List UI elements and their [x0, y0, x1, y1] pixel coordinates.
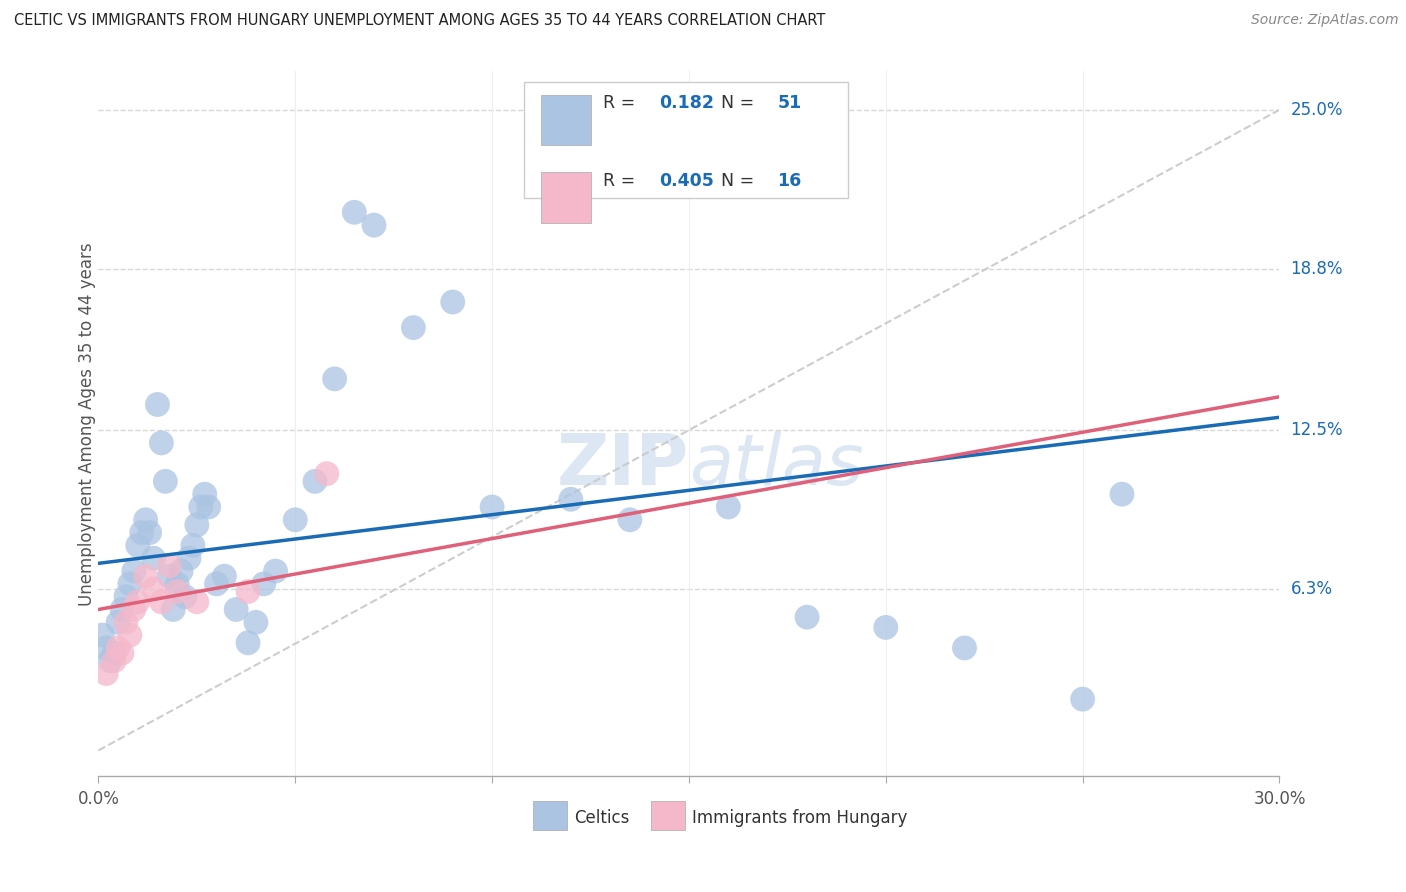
Text: CELTIC VS IMMIGRANTS FROM HUNGARY UNEMPLOYMENT AMONG AGES 35 TO 44 YEARS CORRELA: CELTIC VS IMMIGRANTS FROM HUNGARY UNEMPL…	[14, 13, 825, 29]
Point	[186, 517, 208, 532]
Point	[96, 640, 118, 655]
Point	[264, 564, 287, 578]
Text: Immigrants from Hungary: Immigrants from Hungary	[693, 809, 908, 827]
Point	[343, 205, 366, 219]
Point	[98, 654, 121, 668]
Text: N =: N =	[721, 94, 759, 112]
Point	[225, 602, 247, 616]
Point	[111, 602, 134, 616]
Point	[96, 666, 118, 681]
FancyBboxPatch shape	[523, 82, 848, 198]
Point	[127, 538, 149, 552]
Point	[1111, 487, 1133, 501]
Point	[166, 577, 188, 591]
Point	[155, 475, 177, 489]
Point	[236, 584, 259, 599]
Y-axis label: Unemployment Among Ages 35 to 44 years: Unemployment Among Ages 35 to 44 years	[79, 242, 96, 606]
Point	[103, 654, 125, 668]
Point	[138, 525, 160, 540]
Point	[481, 500, 503, 514]
Point	[717, 500, 740, 514]
Point	[197, 500, 219, 514]
Point	[1071, 692, 1094, 706]
Point	[115, 615, 138, 630]
Point	[441, 295, 464, 310]
Text: 6.3%: 6.3%	[1291, 580, 1333, 598]
Text: N =: N =	[721, 171, 759, 190]
Point	[118, 577, 141, 591]
Point	[619, 513, 641, 527]
Point	[111, 646, 134, 660]
Point	[181, 538, 204, 552]
Text: 18.8%: 18.8%	[1291, 260, 1343, 277]
Point	[875, 620, 897, 634]
Text: 0.405: 0.405	[659, 171, 714, 190]
Point	[194, 487, 217, 501]
Point	[560, 492, 582, 507]
Point	[118, 628, 141, 642]
Point	[142, 582, 165, 596]
Point	[150, 436, 173, 450]
Text: R =: R =	[603, 171, 641, 190]
Point	[205, 577, 228, 591]
Point	[245, 615, 267, 630]
Point	[363, 218, 385, 232]
Text: ZIP: ZIP	[557, 432, 689, 500]
Point	[103, 646, 125, 660]
Point	[91, 628, 114, 642]
Point	[253, 577, 276, 591]
Point	[115, 590, 138, 604]
Point	[135, 569, 157, 583]
Text: Celtics: Celtics	[575, 809, 630, 827]
Point	[107, 640, 129, 655]
Point	[186, 595, 208, 609]
Point	[157, 558, 180, 573]
Text: R =: R =	[603, 94, 641, 112]
Point	[135, 513, 157, 527]
Point	[796, 610, 818, 624]
Point	[146, 397, 169, 411]
Point	[174, 590, 197, 604]
Point	[142, 551, 165, 566]
Point	[323, 372, 346, 386]
Text: 51: 51	[778, 94, 801, 112]
Point	[304, 475, 326, 489]
FancyBboxPatch shape	[533, 801, 567, 830]
FancyBboxPatch shape	[541, 172, 591, 223]
Point	[236, 636, 259, 650]
Point	[127, 595, 149, 609]
Text: 12.5%: 12.5%	[1291, 421, 1343, 439]
Text: 16: 16	[778, 171, 801, 190]
Point	[150, 595, 173, 609]
FancyBboxPatch shape	[651, 801, 685, 830]
Point	[190, 500, 212, 514]
Text: 25.0%: 25.0%	[1291, 101, 1343, 119]
Point	[122, 564, 145, 578]
Point	[284, 513, 307, 527]
Point	[402, 320, 425, 334]
Text: Source: ZipAtlas.com: Source: ZipAtlas.com	[1251, 13, 1399, 28]
Text: atlas: atlas	[689, 432, 863, 500]
Point	[170, 564, 193, 578]
Point	[166, 584, 188, 599]
Point	[107, 615, 129, 630]
Point	[157, 569, 180, 583]
Point	[953, 640, 976, 655]
Text: 0.182: 0.182	[659, 94, 714, 112]
Point	[162, 602, 184, 616]
Point	[214, 569, 236, 583]
Point	[177, 551, 200, 566]
FancyBboxPatch shape	[541, 95, 591, 145]
Point	[131, 525, 153, 540]
Point	[122, 602, 145, 616]
Point	[315, 467, 337, 481]
